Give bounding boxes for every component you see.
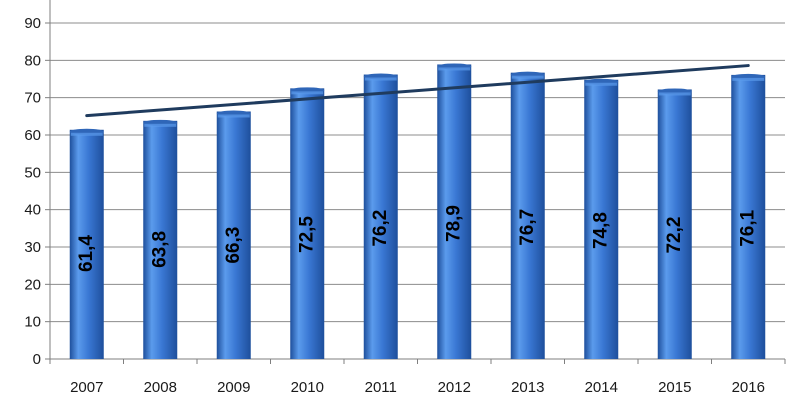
bar-highlight — [732, 77, 765, 81]
bar-highlight — [438, 67, 471, 71]
y-tick-label: 60 — [24, 127, 41, 144]
x-tick-label: 2015 — [658, 379, 691, 396]
x-tick-label: 2008 — [144, 379, 177, 396]
bar-2015 — [657, 88, 692, 359]
bar-body — [510, 72, 545, 360]
bar-2008 — [143, 119, 178, 360]
bar-highlight — [585, 82, 618, 86]
bar-body — [731, 74, 766, 359]
y-tick-label: 80 — [24, 52, 41, 69]
bar-body — [657, 89, 692, 359]
x-tick-label: 2016 — [732, 379, 765, 396]
bar-2013 — [510, 71, 545, 360]
data-label: 78,9 — [443, 205, 464, 242]
y-tick-label: 90 — [24, 15, 41, 32]
bar-2014 — [584, 78, 619, 359]
data-label: 72,5 — [296, 216, 317, 253]
bar-body — [584, 79, 619, 359]
bar-highlight — [291, 91, 324, 95]
bar-body — [290, 88, 325, 359]
bar-2009 — [216, 110, 251, 359]
data-label: 74,8 — [590, 212, 611, 249]
trendline-layer — [85, 64, 750, 118]
trendline — [85, 64, 750, 118]
data-label: 63,8 — [149, 231, 170, 268]
bar-body — [69, 129, 104, 359]
x-tick-label: 2013 — [511, 379, 544, 396]
bar-2007 — [69, 128, 104, 359]
bar-body — [437, 64, 472, 359]
y-tick-label: 70 — [24, 90, 41, 107]
bar-highlight — [144, 123, 177, 127]
bar-highlight — [364, 77, 397, 81]
bar-body — [143, 120, 178, 360]
data-label: 76,2 — [370, 210, 391, 247]
tick-labels: 0 10 20 30 40 50 60 70 80 90 2007 2008 2009 2010 2011 2… — [24, 15, 765, 396]
data-label: 66,3 — [223, 227, 244, 264]
bar-body — [363, 74, 398, 360]
x-tick-label: 2011 — [365, 379, 397, 396]
x-tick-label: 2010 — [291, 379, 324, 396]
x-tick-label: 2012 — [438, 379, 471, 396]
data-label: 72,2 — [664, 217, 685, 254]
data-label: 76,1 — [737, 209, 758, 246]
bar-2016 — [731, 73, 766, 359]
data-label: 76,7 — [517, 209, 538, 246]
bar-highlight — [511, 75, 544, 79]
y-tick-label: 0 — [33, 351, 41, 368]
data-label: 61,4 — [76, 235, 97, 272]
y-tick-label: 50 — [24, 164, 41, 181]
y-tick-label: 30 — [24, 239, 41, 256]
bar-2012 — [437, 63, 472, 359]
y-tick-label: 20 — [24, 276, 41, 293]
bar-2010 — [290, 87, 325, 359]
bar-2011 — [363, 73, 398, 360]
data-labels: 61,4 63,8 66,3 72,5 76,2 78,9 76,7 74,8 72,2 76,1 — [76, 205, 759, 272]
bar-highlight — [70, 132, 103, 136]
y-tick-label: 40 — [24, 202, 41, 219]
x-tick-label: 2014 — [585, 379, 618, 396]
x-tick-label: 2009 — [217, 379, 250, 396]
bar-body — [216, 111, 251, 359]
bar-highlight — [658, 92, 691, 96]
bars — [69, 63, 766, 360]
x-tick-label: 2007 — [70, 379, 103, 396]
bar-highlight — [217, 114, 250, 118]
y-tick-label: 10 — [24, 314, 41, 331]
